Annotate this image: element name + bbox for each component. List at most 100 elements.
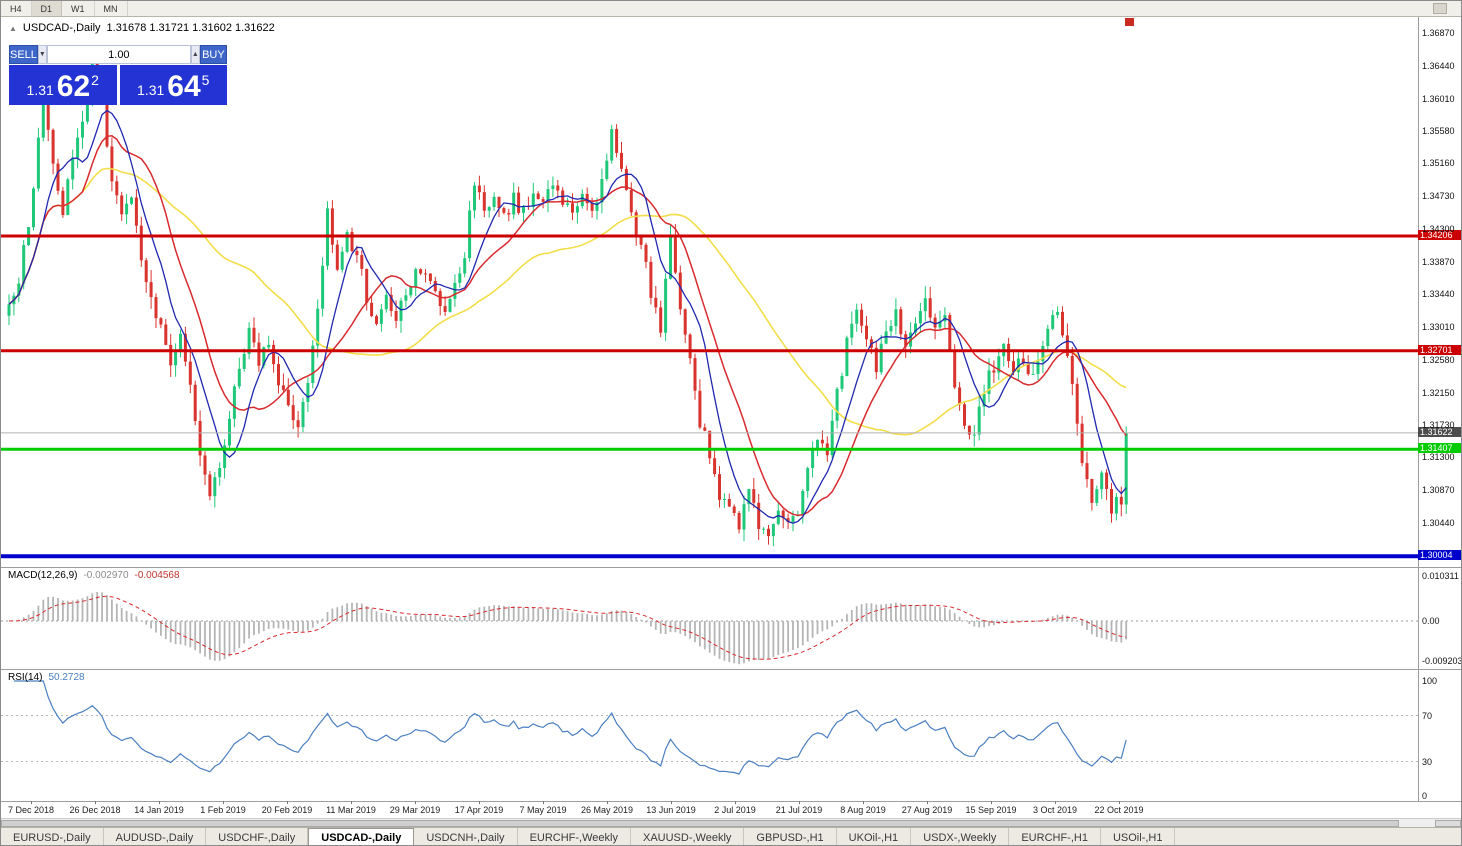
chart-tab-usdcad-daily[interactable]: USDCAD-,Daily xyxy=(308,828,415,845)
buy-button[interactable]: BUY xyxy=(199,45,227,64)
rsi-axis-tick: 100 xyxy=(1422,676,1438,686)
volume-up-button[interactable]: ▲ xyxy=(190,45,200,64)
chart-tab-ukoil-h1[interactable]: UKOil-,H1 xyxy=(837,828,912,845)
chart-ohlc-values: 1.31678 1.31721 1.31602 1.31622 xyxy=(106,22,275,34)
buy-price-prefix: 1.31 xyxy=(137,82,165,98)
price-axis-tick: 1.33870 xyxy=(1422,256,1455,267)
macd-main-value: -0.002970 xyxy=(83,570,129,581)
h-scrollbar-button[interactable] xyxy=(1435,820,1461,827)
sell-price-prefix: 1.31 xyxy=(26,82,54,98)
date-axis-label: 26 May 2019 xyxy=(580,805,634,815)
date-tick-mark xyxy=(287,801,288,804)
rsi-layer xyxy=(1,680,1418,775)
chart-shift-marker xyxy=(1125,18,1134,26)
price-axis: 1.34206 1.32701 1.31407 1.30004 1.31622 1.368… xyxy=(1418,1,1461,818)
macd-title: MACD(12,26,9) xyxy=(8,570,78,581)
chart-tab-audusd-daily[interactable]: AUDUSD-,Daily xyxy=(104,828,207,845)
date-axis-label: 27 Aug 2019 xyxy=(901,805,953,815)
date-tick-mark xyxy=(1119,801,1120,804)
chart-tab-eurchf-weekly[interactable]: EURCHF-,Weekly xyxy=(518,828,631,845)
current-price-label: 1.31622 xyxy=(1418,426,1461,437)
price-level-label: 1.30004 xyxy=(1418,550,1461,561)
date-tick-mark xyxy=(223,801,224,804)
pane-separator-dates xyxy=(1,801,1461,802)
date-axis-label: 17 Apr 2019 xyxy=(454,805,504,815)
date-axis-label: 14 Jan 2019 xyxy=(134,805,184,815)
date-tick-mark xyxy=(927,801,928,804)
date-axis-label: 20 Feb 2019 xyxy=(261,805,313,815)
timeframe-button-w1[interactable]: W1 xyxy=(62,1,95,16)
macd-layer xyxy=(1,592,1418,665)
price-axis-tick: 1.34300 xyxy=(1422,223,1455,234)
price-axis-tick: 1.36010 xyxy=(1422,93,1455,104)
chart-tab-usdcnh-daily[interactable]: USDCNH-,Daily xyxy=(414,828,518,845)
price-axis-tick: 1.30870 xyxy=(1422,485,1455,496)
buy-price-pip: 5 xyxy=(201,72,210,88)
rsi-axis-tick: 70 xyxy=(1422,710,1433,721)
date-axis-label: 21 Jul 2019 xyxy=(775,805,823,815)
chart-tab-usoil-h1[interactable]: USOil-,H1 xyxy=(1101,828,1176,845)
date-axis-label: 3 Oct 2019 xyxy=(1032,805,1078,815)
date-axis-label: 7 May 2019 xyxy=(519,805,567,815)
date-tick-mark xyxy=(415,801,416,804)
rsi-line xyxy=(13,680,1127,775)
macd-axis-tick: 0.00 xyxy=(1422,616,1440,626)
price-level-label: 1.32701 xyxy=(1418,344,1461,355)
pane-separator-macd[interactable] xyxy=(1,567,1461,568)
rsi-value: 50.2728 xyxy=(48,672,85,683)
price-axis-tick: 1.33440 xyxy=(1422,289,1455,300)
chart-tab-eurusd-daily[interactable]: EURUSD-,Daily xyxy=(1,828,104,845)
ma-fast-line xyxy=(8,109,1127,524)
date-axis-label: 7 Dec 2018 xyxy=(7,805,55,815)
date-axis-label: 2 Jul 2019 xyxy=(714,805,756,815)
sell-button[interactable]: SELL xyxy=(9,45,38,64)
date-tick-mark xyxy=(1055,801,1056,804)
chart-tab-eurchf-h1[interactable]: EURCHF-,H1 xyxy=(1009,828,1101,845)
chart-tab-usdx-weekly[interactable]: USDX-,Weekly xyxy=(911,828,1010,845)
macd-axis-tick: 0.010311 xyxy=(1422,571,1459,581)
date-axis-label: 22 Oct 2019 xyxy=(1094,805,1144,815)
timeframe-toolbar: H4 D1 W1 MN xyxy=(1,1,1461,17)
chart-title: ▲ USDCAD-,Daily 1.31678 1.31721 1.31602 … xyxy=(9,22,275,34)
price-axis-tick: 1.30440 xyxy=(1422,517,1455,528)
date-axis-label: 26 Dec 2018 xyxy=(69,805,121,815)
sell-price-box[interactable]: 1.31 62 2 xyxy=(9,65,117,105)
price-axis-tick: 1.31730 xyxy=(1422,419,1455,430)
h-scrollbar-thumb[interactable] xyxy=(1,820,1399,827)
rsi-title: RSI(14) xyxy=(8,672,43,683)
price-level-label: 1.34206 xyxy=(1418,230,1461,240)
timeframe-button-mn[interactable]: MN xyxy=(95,1,128,16)
h-scrollbar[interactable] xyxy=(1,818,1461,827)
macd-signal-value: -0.004568 xyxy=(134,570,180,581)
date-tick-mark xyxy=(671,801,672,804)
chart-symbol-label: USDCAD-,Daily xyxy=(22,22,101,34)
one-click-trading-panel: SELL ▼ ▲ BUY 1.31 62 2 1.31 64 5 xyxy=(9,45,227,105)
timeframe-button-h4[interactable]: H4 xyxy=(1,1,32,16)
pane-separator-rsi[interactable] xyxy=(1,669,1461,670)
date-axis-label: 1 Feb 2019 xyxy=(200,805,246,815)
buy-price-box[interactable]: 1.31 64 5 xyxy=(119,65,227,105)
trade-panel-toggle-icon[interactable]: ▲ xyxy=(9,23,17,33)
date-tick-mark xyxy=(351,801,352,804)
macd-signal-line xyxy=(8,595,1127,660)
timeframe-button-d1[interactable]: D1 xyxy=(31,1,63,16)
date-axis: 7 Dec 2018 26 Dec 2018 14 Jan 2019 1 Feb 20… xyxy=(1,801,1418,818)
price-axis-tick: 1.34730 xyxy=(1422,191,1455,202)
chart-tab-gbpusd-h1[interactable]: GBPUSD-,H1 xyxy=(744,828,837,845)
chart-tab-xauusd-weekly[interactable]: XAUUSD-,Weekly xyxy=(631,828,745,845)
sell-price-big-digits: 62 xyxy=(56,70,91,103)
date-tick-mark xyxy=(479,801,480,804)
date-tick-mark xyxy=(735,801,736,804)
rsi-indicator-label: RSI(14) 50.2728 xyxy=(8,672,85,683)
date-tick-mark xyxy=(543,801,544,804)
price-axis-tick: 1.33010 xyxy=(1422,322,1455,333)
price-axis-separator xyxy=(1418,17,1419,801)
date-tick-mark xyxy=(799,801,800,804)
ma-mid-line xyxy=(8,135,1127,517)
price-level-label: 1.31407 xyxy=(1418,443,1461,454)
volume-down-button[interactable]: ▼ xyxy=(37,45,47,64)
volume-input[interactable] xyxy=(46,45,191,64)
chart-tab-usdchf-daily[interactable]: USDCHF-,Daily xyxy=(206,828,309,845)
